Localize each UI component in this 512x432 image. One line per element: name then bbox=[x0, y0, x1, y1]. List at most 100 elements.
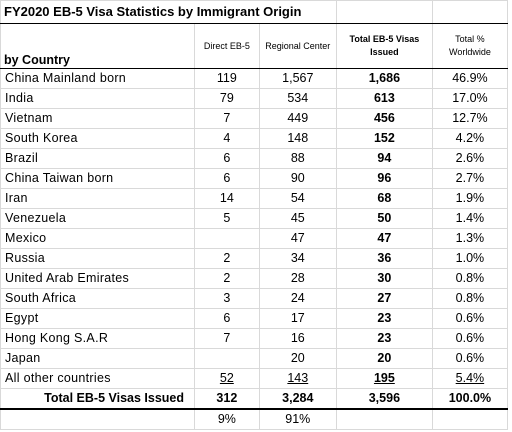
direct-cell[interactable]: 119 bbox=[194, 68, 260, 89]
total-cell[interactable]: 36 bbox=[335, 248, 433, 269]
regional-cell[interactable]: 534 bbox=[258, 88, 337, 109]
regional-cell[interactable]: 24 bbox=[258, 288, 337, 309]
direct-cell[interactable]: 3 bbox=[194, 288, 260, 309]
country-cell[interactable]: Venezuela bbox=[0, 208, 196, 229]
direct-cell[interactable]: 52 bbox=[194, 368, 260, 389]
direct-cell[interactable]: 2 bbox=[194, 268, 260, 289]
direct-cell[interactable]: 6 bbox=[194, 308, 260, 329]
table-row: India 79 534 613 17.0% bbox=[0, 88, 509, 109]
regional-cell[interactable]: 20 bbox=[258, 348, 337, 369]
pct-cell[interactable]: 1.0% bbox=[431, 248, 509, 269]
regional-cell[interactable]: 47 bbox=[258, 228, 337, 249]
regional-cell[interactable]: 148 bbox=[258, 128, 337, 149]
total-cell[interactable]: 30 bbox=[335, 268, 433, 289]
total-cell[interactable]: 23 bbox=[335, 308, 433, 329]
country-cell[interactable]: China Mainland born bbox=[0, 68, 196, 89]
regional-share-cell[interactable]: 91% bbox=[258, 408, 337, 430]
pct-cell[interactable]: 4.2% bbox=[431, 128, 509, 149]
direct-cell[interactable]: 7 bbox=[194, 328, 260, 349]
total-cell[interactable]: 195 bbox=[335, 368, 433, 389]
table-row: Hong Kong S.A.R 7 16 23 0.6% bbox=[0, 328, 509, 349]
country-cell[interactable]: United Arab Emirates bbox=[0, 268, 196, 289]
direct-cell[interactable]: 4 bbox=[194, 128, 260, 149]
total-cell[interactable]: 20 bbox=[335, 348, 433, 369]
country-cell[interactable]: Brazil bbox=[0, 148, 196, 169]
total-label-cell[interactable]: Total EB-5 Visas Issued bbox=[0, 388, 196, 410]
country-cell[interactable]: Hong Kong S.A.R bbox=[0, 328, 196, 349]
direct-cell[interactable]: 6 bbox=[194, 148, 260, 169]
country-cell[interactable]: Vietnam bbox=[0, 108, 196, 129]
pct-cell[interactable]: 2.6% bbox=[431, 148, 509, 169]
pct-cell[interactable]: 5.4% bbox=[431, 368, 509, 389]
country-cell[interactable]: Mexico bbox=[0, 228, 196, 249]
header-pct[interactable]: Total % Worldwide bbox=[431, 23, 509, 69]
pct-cell[interactable]: 17.0% bbox=[431, 88, 509, 109]
total-direct-cell[interactable]: 312 bbox=[194, 388, 260, 410]
pct-cell[interactable]: 0.6% bbox=[431, 308, 509, 329]
total-cell[interactable]: 47 bbox=[335, 228, 433, 249]
regional-cell[interactable]: 28 bbox=[258, 268, 337, 289]
pct-cell[interactable]: 0.6% bbox=[431, 328, 509, 349]
direct-cell[interactable] bbox=[194, 228, 260, 249]
country-cell[interactable]: South Africa bbox=[0, 288, 196, 309]
pct-cell[interactable]: 1.9% bbox=[431, 188, 509, 209]
total-cell[interactable]: 50 bbox=[335, 208, 433, 229]
total-cell[interactable]: 1,686 bbox=[335, 68, 433, 89]
empty-cell[interactable] bbox=[431, 0, 509, 24]
pct-cell[interactable]: 1.4% bbox=[431, 208, 509, 229]
empty-cell[interactable] bbox=[0, 408, 196, 430]
header-regional[interactable]: Regional Center bbox=[258, 23, 337, 69]
regional-cell[interactable]: 34 bbox=[258, 248, 337, 269]
empty-cell[interactable] bbox=[335, 408, 433, 430]
total-cell[interactable]: 68 bbox=[335, 188, 433, 209]
header-by-country[interactable]: by Country bbox=[0, 23, 196, 69]
pct-cell[interactable]: 1.3% bbox=[431, 228, 509, 249]
regional-cell[interactable]: 45 bbox=[258, 208, 337, 229]
country-cell[interactable]: Egypt bbox=[0, 308, 196, 329]
table-title[interactable]: FY2020 EB-5 Visa Statistics by Immigrant… bbox=[0, 0, 337, 24]
regional-cell[interactable]: 16 bbox=[258, 328, 337, 349]
regional-cell[interactable]: 54 bbox=[258, 188, 337, 209]
empty-cell[interactable] bbox=[335, 0, 433, 24]
country-cell[interactable]: Russia bbox=[0, 248, 196, 269]
direct-cell[interactable] bbox=[194, 348, 260, 369]
total-cell[interactable]: 94 bbox=[335, 148, 433, 169]
pct-cell[interactable]: 0.8% bbox=[431, 268, 509, 289]
direct-cell[interactable]: 6 bbox=[194, 168, 260, 189]
total-cell[interactable]: 27 bbox=[335, 288, 433, 309]
total-cell[interactable]: 456 bbox=[335, 108, 433, 129]
country-cell[interactable]: South Korea bbox=[0, 128, 196, 149]
pct-cell[interactable]: 2.7% bbox=[431, 168, 509, 189]
empty-cell[interactable] bbox=[431, 408, 509, 430]
country-cell[interactable]: Japan bbox=[0, 348, 196, 369]
country-cell[interactable]: India bbox=[0, 88, 196, 109]
direct-cell[interactable]: 2 bbox=[194, 248, 260, 269]
regional-cell[interactable]: 88 bbox=[258, 148, 337, 169]
total-cell[interactable]: 96 bbox=[335, 168, 433, 189]
total-regional-cell[interactable]: 3,284 bbox=[258, 388, 337, 410]
total-total-cell[interactable]: 3,596 bbox=[335, 388, 433, 410]
total-cell[interactable]: 23 bbox=[335, 328, 433, 349]
regional-cell[interactable]: 143 bbox=[258, 368, 337, 389]
header-total[interactable]: Total EB-5 Visas Issued bbox=[335, 23, 433, 69]
direct-cell[interactable]: 79 bbox=[194, 88, 260, 109]
total-cell[interactable]: 152 bbox=[335, 128, 433, 149]
pct-cell[interactable]: 46.9% bbox=[431, 68, 509, 89]
pct-cell[interactable]: 0.6% bbox=[431, 348, 509, 369]
direct-share-cell[interactable]: 9% bbox=[194, 408, 260, 430]
header-direct[interactable]: Direct EB-5 bbox=[194, 23, 260, 69]
country-cell[interactable]: All other countries bbox=[0, 368, 196, 389]
country-cell[interactable]: Iran bbox=[0, 188, 196, 209]
regional-cell[interactable]: 90 bbox=[258, 168, 337, 189]
pct-cell[interactable]: 0.8% bbox=[431, 288, 509, 309]
direct-cell[interactable]: 5 bbox=[194, 208, 260, 229]
direct-cell[interactable]: 14 bbox=[194, 188, 260, 209]
regional-cell[interactable]: 449 bbox=[258, 108, 337, 129]
country-cell[interactable]: China Taiwan born bbox=[0, 168, 196, 189]
regional-cell[interactable]: 17 bbox=[258, 308, 337, 329]
regional-cell[interactable]: 1,567 bbox=[258, 68, 337, 89]
pct-cell[interactable]: 12.7% bbox=[431, 108, 509, 129]
total-cell[interactable]: 613 bbox=[335, 88, 433, 109]
total-pct-cell[interactable]: 100.0% bbox=[431, 388, 509, 410]
direct-cell[interactable]: 7 bbox=[194, 108, 260, 129]
